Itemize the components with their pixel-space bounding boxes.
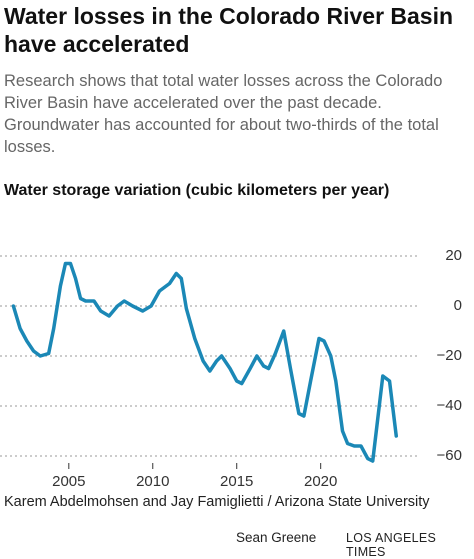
axis-label: Water storage variation (cubic kilometer… xyxy=(4,182,390,199)
x-tick-label: 2010 xyxy=(136,473,169,490)
y-tick-label: −60 xyxy=(437,447,462,464)
data-line xyxy=(11,261,398,463)
x-tick-label: 2005 xyxy=(52,473,85,490)
x-tick-label: 2020 xyxy=(304,473,337,490)
title: Water losses in the Colorado River Basin… xyxy=(4,3,454,57)
source: Karem Abdelmohsen and Jay Famiglietti / … xyxy=(4,494,430,510)
y-tick-label: −40 xyxy=(437,397,462,414)
y-tick-label: −20 xyxy=(437,347,462,364)
y-tick-label: 20 xyxy=(445,247,462,264)
credit: Sean Greene xyxy=(236,530,317,545)
x-tick-label: 2015 xyxy=(220,473,253,490)
y-tick-label: 0 xyxy=(454,297,462,314)
subtitle: Research shows that total water losses a… xyxy=(4,72,443,156)
